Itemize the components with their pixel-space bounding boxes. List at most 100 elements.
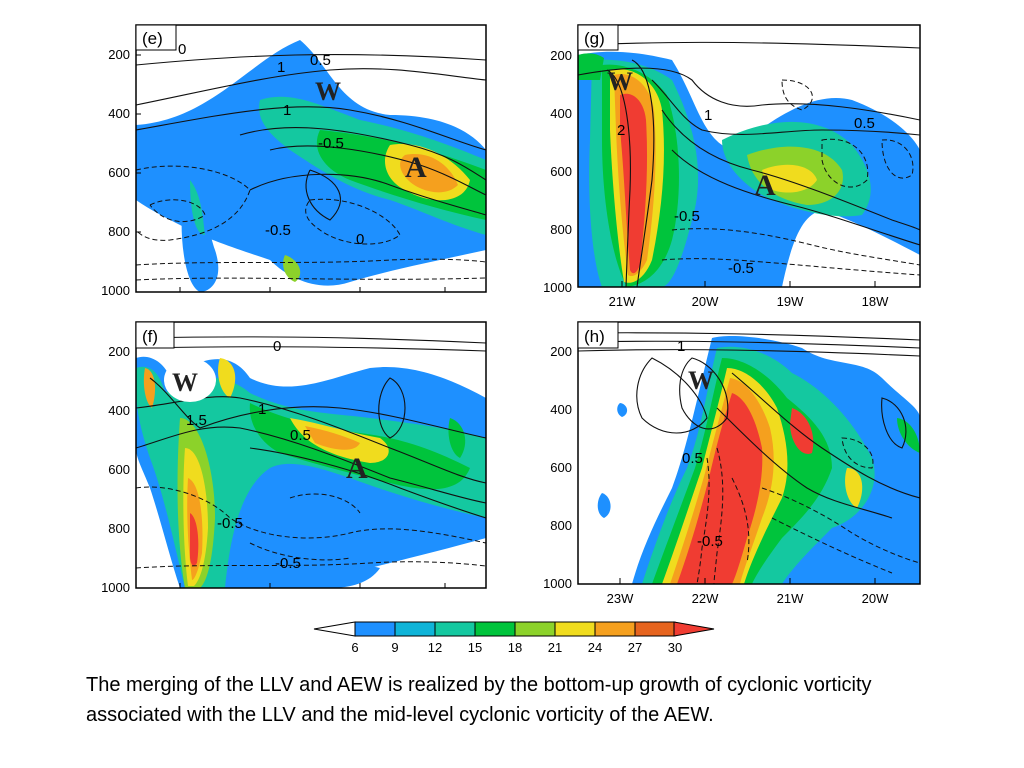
shade-yellow-2 (845, 468, 863, 508)
marker-a: A (346, 452, 368, 485)
x-tick-label: 18W (862, 294, 889, 309)
colorbar-high-arrow (673, 621, 715, 637)
panel-g: (g) 200 400 600 800 1000 21W 20W 19W 18W… (543, 24, 921, 309)
y-tick-label: 400 (108, 106, 130, 121)
y-tick-label: 200 (550, 48, 572, 63)
y-tick-label: 800 (550, 222, 572, 237)
svg-text:0.5: 0.5 (682, 450, 703, 467)
colorbar-label: 15 (468, 640, 482, 655)
shade-green-top (578, 53, 604, 80)
plot-frame (577, 24, 921, 288)
shade-cyan-low (190, 180, 205, 235)
x-tick-label: 23W (607, 591, 634, 606)
colorbar-box (594, 621, 636, 637)
colorbar: 6 9 12 15 18 21 24 27 30 (313, 621, 715, 655)
colorbar-label: 6 (351, 640, 358, 655)
shade-red (677, 393, 763, 584)
shade-red (620, 93, 648, 274)
svg-text:0: 0 (356, 231, 364, 248)
marker-w: W (315, 77, 341, 106)
marker-w: W (172, 368, 198, 397)
colorbar-label: 9 (391, 640, 398, 655)
marker-a: A (405, 151, 427, 184)
shade-red-2 (790, 408, 814, 454)
shade-yellow-3 (218, 358, 236, 398)
svg-text:-0.5: -0.5 (217, 515, 243, 532)
x-tick-label: 22W (692, 591, 719, 606)
colorbar-box (474, 621, 516, 637)
svg-text:1.5: 1.5 (186, 412, 207, 429)
x-axis: 21W 20W 19W 18W (609, 294, 889, 309)
svg-text:1: 1 (704, 107, 712, 124)
figure-caption: The merging of the LLV and AEW is realiz… (86, 674, 872, 726)
svg-text:0.5: 0.5 (290, 427, 311, 444)
y-axis: 200 400 600 800 1000 (101, 47, 130, 298)
svg-text:-0.5: -0.5 (265, 222, 291, 239)
y-tick-label: 1000 (543, 280, 572, 295)
y-tick-label: 600 (108, 165, 130, 180)
colorbar-label: 21 (548, 640, 562, 655)
svg-text:-0.5: -0.5 (674, 208, 700, 225)
contour-labels: 1 0.5 -0.5 (677, 338, 723, 550)
plot-frame (135, 24, 487, 293)
shade-orange-3 (143, 368, 156, 408)
y-axis: 200 400 600 800 1000 (543, 48, 572, 295)
x-tick-label: 20W (692, 294, 719, 309)
x-tick-label: 21W (777, 591, 804, 606)
colorbar-box (514, 621, 556, 637)
marker-w: W (688, 366, 714, 395)
marker-a: A (754, 169, 776, 202)
colorbar-label: 24 (588, 640, 602, 655)
shade-cyan (136, 366, 486, 588)
shade-green-far (897, 418, 920, 453)
svg-text:-0.5: -0.5 (697, 533, 723, 550)
y-tick-label: 200 (550, 344, 572, 359)
svg-text:-0.5: -0.5 (275, 555, 301, 572)
y-axis: 200 400 600 800 1000 (543, 344, 572, 591)
colorbar-low-arrow (313, 621, 356, 637)
y-tick-label: 400 (550, 402, 572, 417)
shade-blue-far (597, 493, 611, 518)
svg-text:-0.5: -0.5 (318, 135, 344, 152)
colorbar-box (394, 621, 436, 637)
contour-labels: 2 1 0.5 -0.5 -0.5 (617, 107, 875, 277)
marker-w: W (607, 67, 633, 96)
y-tick-label: 400 (550, 106, 572, 121)
x-tick-label: 19W (777, 294, 804, 309)
colorbar-box (634, 621, 676, 637)
panel-label: (f) (142, 327, 158, 346)
colorbar-label: 18 (508, 640, 522, 655)
svg-text:0.5: 0.5 (854, 115, 875, 132)
svg-text:1: 1 (677, 338, 685, 355)
colorbar-label: 27 (628, 640, 642, 655)
colorbar-box (554, 621, 596, 637)
panel-label: (h) (584, 327, 605, 346)
svg-text:-0.5: -0.5 (728, 260, 754, 277)
shade-green-4 (448, 418, 466, 458)
y-tick-label: 600 (550, 164, 572, 179)
y-tick-label: 800 (108, 224, 130, 239)
y-tick-label: 1000 (543, 576, 572, 591)
y-tick-label: 800 (550, 518, 572, 533)
panel-e: (e) 200 400 600 800 1000 0 0.5 1 1 -0.5 … (101, 24, 487, 298)
x-axis: 23W 22W 21W 20W (607, 591, 889, 606)
panel-label: (g) (584, 29, 605, 48)
shade-blue-far-2 (617, 403, 628, 417)
y-tick-label: 400 (108, 403, 130, 418)
colorbar-label: 30 (668, 640, 682, 655)
shade-green-low (283, 255, 301, 282)
y-tick-label: 800 (108, 521, 130, 536)
x-tick-label: 21W (609, 294, 636, 309)
plot-frame (577, 321, 921, 585)
plot-frame (135, 321, 487, 589)
svg-text:2: 2 (617, 122, 625, 139)
y-tick-label: 1000 (101, 283, 130, 298)
shade-blue-2 (239, 553, 380, 588)
y-tick-label: 600 (108, 462, 130, 477)
colorbar-box (434, 621, 476, 637)
svg-text:1: 1 (277, 59, 285, 76)
svg-text:1: 1 (258, 401, 266, 418)
y-tick-label: 200 (108, 344, 130, 359)
svg-text:0: 0 (273, 338, 281, 355)
x-tick-label: 20W (862, 591, 889, 606)
